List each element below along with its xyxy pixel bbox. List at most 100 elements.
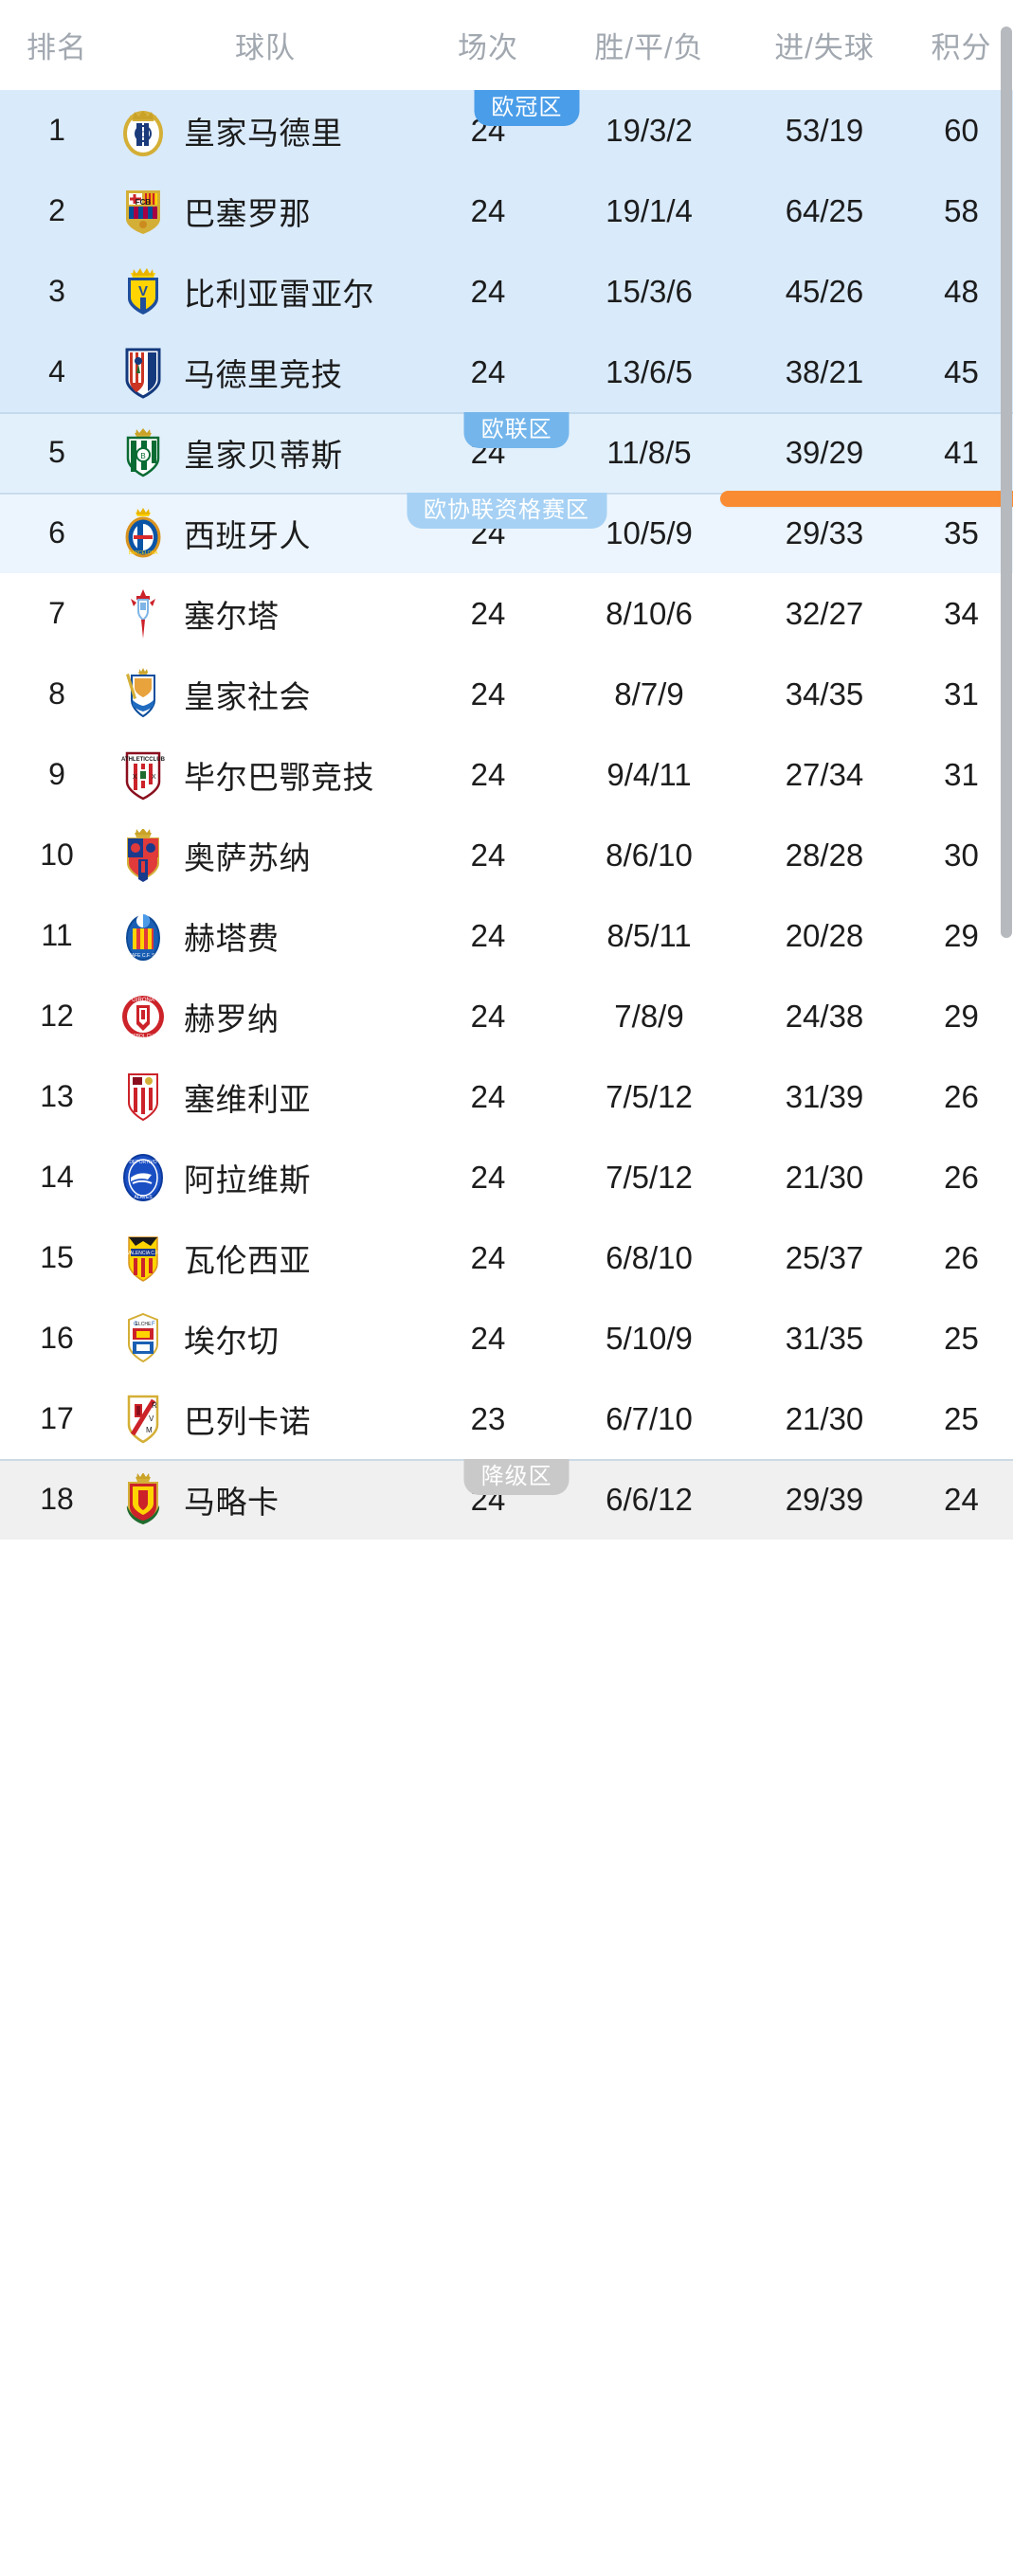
- team-name: 马德里竞技: [184, 356, 343, 392]
- cell-wdl: 9/4/11: [606, 756, 692, 792]
- cell-rank: 12: [40, 999, 74, 1033]
- table-row[interactable]: 13 塞维利亚 24 7/5/12 31/39 26: [0, 1056, 1013, 1137]
- cell-played: 24: [470, 1320, 506, 1356]
- scrollbar-thumb[interactable]: [1001, 27, 1012, 938]
- table-row[interactable]: 欧联区 5 B 皇家贝蒂斯 24 11/8/5 39/29 41: [0, 412, 1013, 493]
- svg-text:X: X: [152, 774, 156, 781]
- cell-team[interactable]: C 皇家马德里: [114, 104, 417, 157]
- table-row[interactable]: 欧协联资格赛区 6 BARCELONA 西班牙人 24 10/5/9 29/33 35: [0, 493, 1013, 573]
- vertical-scrollbar[interactable]: [1000, 0, 1013, 2576]
- cell-team[interactable]: FCB 巴塞罗那: [114, 185, 417, 238]
- cell-goals: 21/30: [785, 1159, 864, 1195]
- svg-text:B: B: [140, 452, 145, 460]
- cell-team[interactable]: 皇家社会: [114, 667, 417, 721]
- column-header-wdl: 胜/平/负: [594, 31, 704, 64]
- table-row[interactable]: 14 DEPORTIVO ALAVES 阿拉维斯 24 7/5/12 21/30 26: [0, 1137, 1013, 1217]
- table-row[interactable]: 11 GETAFE C.F. S.A.D 赫塔费 24 8/5/11 20/28 29: [0, 895, 1013, 976]
- cell-played: 24: [470, 1239, 506, 1275]
- zone-badge: 降级区: [463, 1459, 570, 1495]
- cell-goals: 64/25: [785, 192, 864, 228]
- zone-badge: 欧冠区: [474, 90, 580, 126]
- cell-wdl: 7/5/12: [606, 1159, 693, 1195]
- cell-rank: 10: [40, 838, 74, 872]
- cell-goals: 25/37: [785, 1239, 864, 1275]
- cell-rank: 16: [40, 1321, 74, 1355]
- orange-highlight-annotation: [720, 491, 1013, 507]
- club-crest-icon: [118, 1472, 169, 1526]
- table-row[interactable]: 3 V 比利亚雷亚尔 24 15/3/6 45/26 48: [0, 251, 1013, 332]
- club-crest-icon: BARCELONA: [118, 507, 169, 560]
- team-name: 巴列卡诺: [184, 1403, 311, 1439]
- team-name: 赫罗纳: [184, 1000, 280, 1036]
- table-row[interactable]: 17 R V M 巴列卡诺 23 6/7/10 21/30 25: [0, 1378, 1013, 1459]
- table-row[interactable]: 10 奥萨苏纳 24 8/6/10 28/28 30: [0, 815, 1013, 895]
- table-row[interactable]: 12 GIRONA FUTBOL CLUB 赫罗纳 24 7/8/9 24/38 29: [0, 976, 1013, 1056]
- team-name: 马略卡: [184, 1484, 280, 1520]
- cell-team[interactable]: VALENCIA C.F. 瓦伦西亚: [114, 1232, 417, 1285]
- column-header-points: 积分: [931, 31, 992, 64]
- cell-points: 29: [944, 998, 979, 1034]
- team-name: 西班牙人: [184, 517, 311, 553]
- team-name: 比利亚雷亚尔: [184, 276, 374, 312]
- cell-points: 41: [944, 434, 979, 470]
- cell-team[interactable]: ELCHE C F 埃尔切: [114, 1312, 417, 1365]
- team-name: 巴塞罗那: [184, 195, 311, 231]
- cell-wdl: 10/5/9: [606, 514, 693, 550]
- team-name: 塞维利亚: [184, 1081, 311, 1117]
- cell-played: 24: [470, 595, 506, 631]
- cell-played: 24: [470, 1159, 506, 1195]
- cell-played: 24: [470, 353, 506, 389]
- table-row[interactable]: 欧冠区 1 C 皇家马德里 24 19/3/2 53/19 60: [0, 90, 1013, 171]
- cell-team[interactable]: 塞尔塔: [114, 587, 417, 640]
- cell-wdl: 13/6/5: [606, 353, 693, 389]
- team-name: 埃尔切: [184, 1323, 280, 1359]
- cell-team[interactable]: DEPORTIVO ALAVES 阿拉维斯: [114, 1151, 417, 1204]
- svg-text:X: X: [133, 774, 137, 781]
- cell-points: 34: [944, 595, 979, 631]
- svg-text:M: M: [146, 1426, 153, 1434]
- cell-goals: 29/33: [785, 514, 864, 550]
- table-row[interactable]: 16 ELCHE C F 埃尔切 24 5/10/9 31/35 25: [0, 1298, 1013, 1378]
- cell-points: 25: [944, 1400, 979, 1436]
- cell-rank: 15: [40, 1240, 74, 1274]
- cell-points: 45: [944, 353, 979, 389]
- club-crest-icon: GETAFE C.F. S.A.D: [118, 910, 169, 963]
- cell-team[interactable]: V 比利亚雷亚尔: [114, 265, 417, 318]
- cell-team[interactable]: 奥萨苏纳: [114, 828, 417, 882]
- cell-points: 24: [944, 1481, 979, 1517]
- svg-text:C: C: [140, 130, 147, 139]
- table-row[interactable]: 9 ATHLETICCLUB X X 毕尔巴鄂竞技 24 9/4/11 27/34 31: [0, 734, 1013, 815]
- team-name: 赫塔费: [184, 920, 280, 956]
- table-row[interactable]: 7 塞尔塔 24 8/10/6 32/27 34: [0, 573, 1013, 654]
- cell-team[interactable]: 马略卡: [114, 1472, 417, 1526]
- table-row[interactable]: 4 马德里竞技 24 13/6/5 38/21 45: [0, 332, 1013, 412]
- cell-rank: 14: [40, 1160, 74, 1194]
- cell-team[interactable]: GIRONA FUTBOL CLUB 赫罗纳: [114, 990, 417, 1043]
- cell-team[interactable]: GETAFE C.F. S.A.D 赫塔费: [114, 910, 417, 963]
- table-row[interactable]: 降级区 18 马略卡 24 6/6/12 29/39 24: [0, 1459, 1013, 1540]
- table-header-row: 排名 球队 场次 胜/平/负 进/失球 积分: [0, 0, 1013, 90]
- cell-team[interactable]: BARCELONA 西班牙人: [114, 507, 417, 560]
- cell-rank: 2: [48, 193, 65, 227]
- cell-goals: 53/19: [785, 112, 864, 148]
- table-row[interactable]: 2 FCB 巴塞罗那 24 19/1/4 64/25 58: [0, 171, 1013, 251]
- cell-team[interactable]: 马德里竞技: [114, 346, 417, 399]
- table-row[interactable]: 8 皇家社会 24 8/7/9 34/35 31: [0, 654, 1013, 734]
- cell-team[interactable]: B 皇家贝蒂斯: [114, 426, 417, 479]
- cell-played: 24: [470, 837, 506, 873]
- cell-goals: 28/28: [785, 837, 864, 873]
- cell-team[interactable]: ATHLETICCLUB X X 毕尔巴鄂竞技: [114, 748, 417, 802]
- cell-team[interactable]: R V M 巴列卡诺: [114, 1393, 417, 1446]
- svg-text:DEPORTIVO: DEPORTIVO: [129, 1160, 156, 1165]
- cell-wdl: 6/8/10: [606, 1239, 693, 1275]
- cell-goals: 24/38: [785, 998, 864, 1034]
- cell-points: 60: [944, 112, 979, 148]
- club-crest-icon: B: [118, 426, 169, 479]
- team-name: 塞尔塔: [184, 598, 280, 634]
- cell-goals: 31/39: [785, 1078, 864, 1114]
- column-header-team: 球队: [235, 31, 296, 64]
- table-row[interactable]: 15 VALENCIA C.F. 瓦伦西亚 24 6/8/10 25/37 26: [0, 1217, 1013, 1298]
- cell-team[interactable]: 塞维利亚: [114, 1071, 417, 1124]
- club-crest-icon: [118, 346, 169, 399]
- svg-text:FUTBOL CLUB: FUTBOL CLUB: [127, 1034, 160, 1039]
